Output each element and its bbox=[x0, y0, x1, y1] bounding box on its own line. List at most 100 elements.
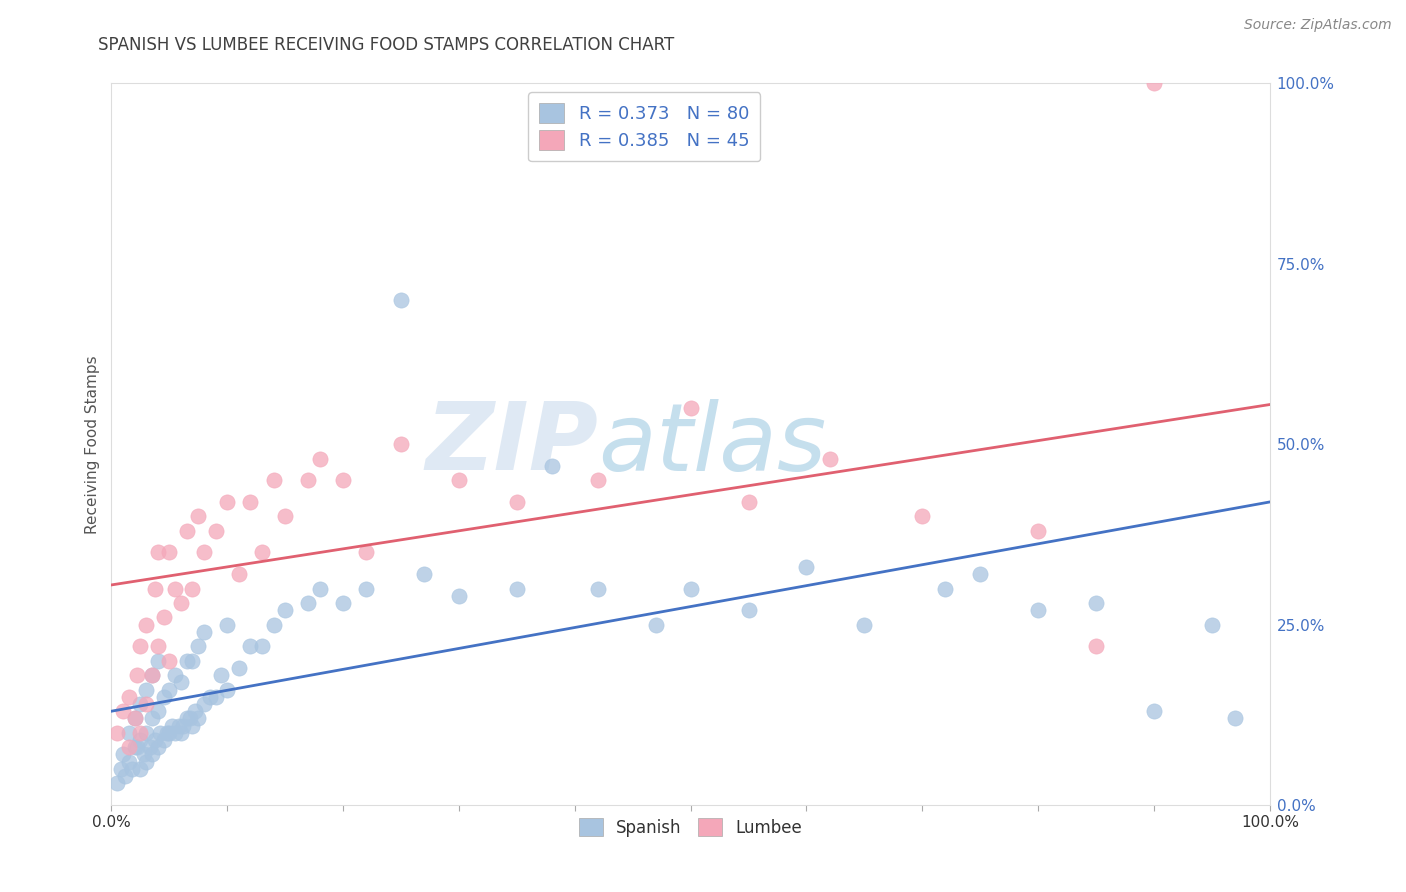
Point bbox=[152, 610, 174, 624]
Point bbox=[187, 640, 209, 654]
Point bbox=[679, 401, 702, 416]
Point bbox=[156, 726, 179, 740]
Point bbox=[135, 755, 157, 769]
Point bbox=[1201, 617, 1223, 632]
Point bbox=[111, 704, 134, 718]
Point bbox=[193, 545, 215, 559]
Point bbox=[737, 495, 759, 509]
Point bbox=[413, 567, 436, 582]
Point bbox=[157, 726, 180, 740]
Point bbox=[198, 690, 221, 704]
Point bbox=[146, 654, 169, 668]
Text: atlas: atlas bbox=[598, 399, 827, 490]
Point bbox=[228, 661, 250, 675]
Point bbox=[114, 769, 136, 783]
Point bbox=[121, 762, 143, 776]
Point bbox=[146, 704, 169, 718]
Point bbox=[263, 617, 285, 632]
Point bbox=[796, 560, 818, 574]
Point bbox=[274, 509, 297, 524]
Point bbox=[911, 509, 934, 524]
Point bbox=[105, 726, 128, 740]
Point bbox=[1143, 77, 1166, 91]
Point bbox=[217, 495, 239, 509]
Point bbox=[129, 697, 152, 711]
Point bbox=[1143, 704, 1166, 718]
Point bbox=[152, 690, 174, 704]
Point bbox=[250, 545, 273, 559]
Point bbox=[737, 603, 759, 617]
Point bbox=[586, 582, 609, 596]
Point bbox=[187, 711, 209, 725]
Point bbox=[1223, 711, 1246, 725]
Point bbox=[172, 718, 194, 732]
Point bbox=[447, 473, 470, 487]
Point bbox=[969, 567, 991, 582]
Point bbox=[506, 495, 529, 509]
Point bbox=[586, 473, 609, 487]
Point bbox=[263, 473, 285, 487]
Point bbox=[204, 524, 226, 538]
Point bbox=[124, 740, 146, 755]
Point bbox=[152, 733, 174, 747]
Point bbox=[141, 668, 163, 682]
Point bbox=[297, 473, 319, 487]
Point bbox=[141, 668, 163, 682]
Point bbox=[506, 582, 529, 596]
Point bbox=[138, 740, 160, 755]
Point bbox=[239, 495, 262, 509]
Text: Source: ZipAtlas.com: Source: ZipAtlas.com bbox=[1244, 18, 1392, 32]
Point bbox=[1085, 596, 1108, 610]
Point bbox=[176, 711, 198, 725]
Point bbox=[1085, 640, 1108, 654]
Point bbox=[118, 740, 141, 755]
Point bbox=[111, 747, 134, 762]
Point bbox=[124, 711, 146, 725]
Point bbox=[853, 617, 876, 632]
Point bbox=[934, 582, 956, 596]
Point bbox=[332, 473, 354, 487]
Point bbox=[228, 567, 250, 582]
Point bbox=[540, 458, 562, 473]
Point bbox=[447, 589, 470, 603]
Point bbox=[129, 726, 152, 740]
Point bbox=[354, 582, 377, 596]
Point bbox=[389, 437, 412, 451]
Point bbox=[135, 726, 157, 740]
Point bbox=[129, 640, 152, 654]
Point bbox=[679, 582, 702, 596]
Point bbox=[132, 747, 155, 762]
Point bbox=[250, 640, 273, 654]
Point bbox=[332, 596, 354, 610]
Point bbox=[239, 640, 262, 654]
Point bbox=[170, 675, 193, 690]
Point bbox=[217, 617, 239, 632]
Point bbox=[165, 668, 187, 682]
Point bbox=[176, 524, 198, 538]
Text: ZIP: ZIP bbox=[425, 398, 598, 491]
Point bbox=[297, 596, 319, 610]
Point bbox=[274, 603, 297, 617]
Text: SPANISH VS LUMBEE RECEIVING FOOD STAMPS CORRELATION CHART: SPANISH VS LUMBEE RECEIVING FOOD STAMPS … bbox=[98, 36, 675, 54]
Point bbox=[141, 711, 163, 725]
Point bbox=[181, 718, 204, 732]
Point bbox=[193, 697, 215, 711]
Point bbox=[1026, 524, 1049, 538]
Point bbox=[170, 596, 193, 610]
Point bbox=[110, 762, 132, 776]
Point bbox=[129, 733, 152, 747]
Point bbox=[1026, 603, 1049, 617]
Point bbox=[145, 582, 167, 596]
Point bbox=[146, 640, 169, 654]
Point bbox=[141, 747, 163, 762]
Point bbox=[211, 668, 233, 682]
Point bbox=[135, 617, 157, 632]
Point bbox=[389, 293, 412, 307]
Point bbox=[644, 617, 666, 632]
Point bbox=[157, 682, 180, 697]
Point bbox=[181, 582, 204, 596]
Point bbox=[149, 726, 172, 740]
Point bbox=[165, 726, 187, 740]
Y-axis label: Receiving Food Stamps: Receiving Food Stamps bbox=[86, 355, 100, 533]
Point bbox=[118, 726, 141, 740]
